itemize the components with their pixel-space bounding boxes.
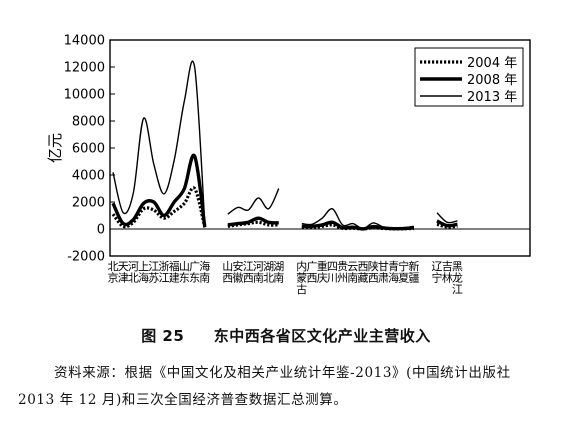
x-tick-label: 湖北 (263, 260, 274, 285)
x-tick-label: 甘肃 (378, 260, 389, 285)
x-tick-label: 湖南 (273, 260, 284, 285)
y-tick-label: 6000 (72, 142, 105, 157)
x-tick-label: 山东 (179, 260, 190, 285)
x-tick-label: 广东 (189, 260, 200, 285)
figure-caption: 图 25 东中西各省区文化产业主营收入 (0, 325, 572, 346)
x-tick-label: 重庆 (317, 259, 328, 285)
x-tick-label: 贵州 (337, 260, 348, 285)
x-tick-label: 四川 (327, 260, 338, 285)
legend: 2004 年 2008 年 2013 年 (414, 47, 524, 107)
x-tick-label: 新疆 (409, 259, 420, 285)
x-tick-label: 河南 (253, 260, 264, 285)
x-tick-label: 辽宁 (432, 260, 443, 285)
x-tick-label: 内蒙古 (296, 259, 307, 296)
y-tick-label: 8000 (72, 115, 105, 130)
series-line-thin-group-3 (301, 208, 415, 230)
legend-label: 2004 年 (467, 56, 517, 71)
x-tick-label: 北京 (108, 260, 119, 285)
x-tick-label: 海南 (199, 259, 210, 285)
x-tick-label: 江苏 (148, 260, 159, 285)
x-tick-label: 西藏 (358, 260, 369, 285)
legend-label: 2013 年 (467, 90, 517, 105)
x-tick-label: 云南 (347, 260, 358, 285)
x-tick-label: 宁夏 (398, 259, 409, 285)
series-line-thick-group-4 (436, 219, 458, 228)
x-tick-label: 江西 (243, 260, 254, 285)
y-axis-label: 亿元 (46, 133, 64, 163)
source-note: 资料来源：根据《中国文化及相关产业统计年鉴-2013》(中国统计出版社 2013… (18, 365, 511, 408)
legend-label: 2008 年 (467, 73, 517, 88)
series-line-thick-group-2 (227, 216, 279, 227)
x-tick-label: 浙江 (159, 260, 170, 285)
x-tick-label: 广西 (307, 260, 318, 285)
x-tick-label: 安徽 (233, 259, 244, 285)
series-line-thick-group-1 (111, 153, 207, 228)
x-tick-label: 上海 (138, 260, 149, 285)
y-tick-label: 10000 (64, 88, 105, 103)
series-lines (111, 60, 458, 231)
figure-title: 东中西各省区文化产业主营收入 (213, 327, 431, 345)
x-tick-label: 河北 (128, 260, 139, 285)
y-tick-label: -2000 (67, 250, 105, 265)
y-axis: -2000 0 2000 4000 6000 8000 10000 12000 14000 (64, 34, 115, 265)
series-line-dotted-group-1 (111, 186, 207, 229)
figure-number: 图 25 (141, 327, 185, 345)
series-line-thin-group-2 (227, 188, 280, 215)
y-tick-label: 0 (97, 223, 105, 238)
x-tick-label: 黑龙江 (452, 260, 463, 296)
series-line-thin-group-1 (112, 60, 206, 224)
x-tick-label: 山西 (222, 260, 233, 285)
x-tick-label: 青海 (388, 260, 399, 285)
y-tick-label: 12000 (64, 61, 105, 76)
y-tick-label: 14000 (64, 34, 105, 49)
series-line-thin-group-4 (436, 212, 458, 224)
x-tick-label: 吉林 (442, 260, 453, 285)
x-tick-label: 天津 (118, 260, 129, 285)
y-tick-label: 2000 (72, 196, 105, 211)
y-tick-label: 4000 (72, 169, 105, 184)
line-chart: -2000 0 2000 4000 6000 8000 10000 12000 14000 亿元… (46, 34, 531, 296)
x-tick-label: 陕西 (368, 259, 379, 285)
x-tick-label: 福建 (169, 259, 180, 285)
